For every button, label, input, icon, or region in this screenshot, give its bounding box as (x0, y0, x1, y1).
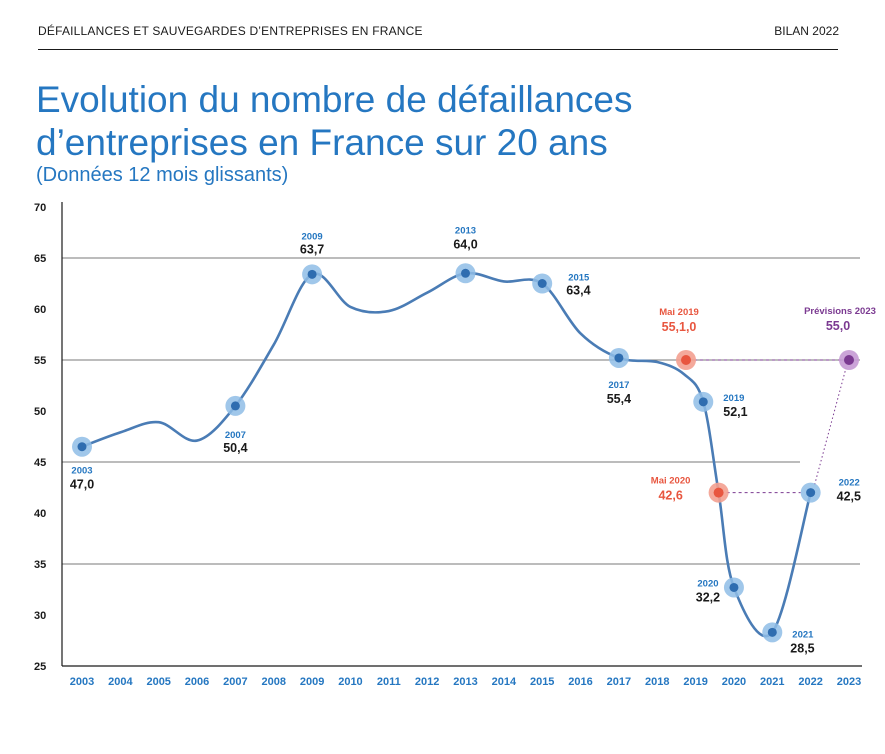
highlight-point (713, 487, 724, 498)
data-year-label: 2013 (455, 225, 476, 236)
x-tick-label: 2017 (607, 676, 631, 688)
y-tick-label: 70 (34, 202, 46, 214)
data-point (461, 268, 470, 278)
x-tick-label: 2013 (453, 676, 477, 688)
forecast-point (844, 355, 854, 365)
data-point (230, 401, 240, 411)
forecast-connector-2022 (814, 367, 847, 485)
data-year-label: 2022 (839, 478, 860, 489)
data-value-label: 55,4 (607, 392, 631, 406)
x-tick-label: 2005 (146, 676, 170, 688)
data-year-label: 2019 (723, 393, 744, 404)
x-tick-label: 2018 (645, 676, 669, 688)
y-tick-label: 35 (34, 559, 46, 571)
forecast-value: 55,0 (826, 319, 850, 333)
highlight-label: Mai 2020 (651, 476, 691, 487)
data-year-label: 2003 (71, 466, 92, 477)
x-tick-label: 2009 (300, 676, 324, 688)
data-value-label: 64,0 (453, 237, 477, 251)
highlight-point (681, 355, 692, 365)
forecast-label: Prévisions 2023 (804, 306, 876, 317)
highlight-label: Mai 2019 (659, 307, 699, 318)
x-tick-label: 2006 (185, 676, 209, 688)
x-tick-label: 2016 (568, 676, 592, 688)
header-section-title: DÉFAILLANCES ET SAUVEGARDES D’ENTREPRISE… (38, 24, 423, 38)
data-point (307, 269, 317, 279)
x-tick-label: 2019 (683, 676, 707, 688)
y-tick-label: 25 (34, 661, 46, 673)
y-tick-label: 55 (34, 355, 46, 367)
chart-subtitle: (Données 12 mois glissants) (36, 164, 289, 186)
x-tick-label: 2010 (338, 676, 362, 688)
data-value-label: 28,5 (790, 641, 814, 655)
highlight-value: 55,1,0 (662, 320, 697, 334)
data-value-label: 63,4 (566, 284, 590, 298)
data-value-label: 52,1 (723, 405, 747, 419)
x-tick-label: 2022 (798, 676, 822, 688)
y-tick-label: 40 (34, 508, 46, 520)
data-value-label: 32,2 (696, 590, 720, 604)
x-tick-label: 2008 (262, 676, 286, 688)
x-tick-label: 2023 (837, 676, 861, 688)
header-divider (38, 49, 838, 50)
data-point (767, 627, 777, 637)
y-tick-label: 30 (34, 610, 46, 622)
data-value-label: 47,0 (70, 478, 94, 492)
data-point (729, 582, 739, 592)
x-tick-label: 2014 (492, 676, 517, 688)
y-tick-label: 65 (34, 253, 46, 265)
y-tick-label: 50 (34, 406, 46, 418)
data-year-label: 2020 (697, 578, 718, 589)
data-year-label: 2015 (568, 273, 590, 284)
y-tick-label: 45 (34, 457, 46, 469)
highlight-value: 42,6 (658, 489, 682, 503)
x-tick-label: 2003 (70, 676, 94, 688)
data-value-label: 42,5 (837, 490, 861, 504)
x-tick-label: 2021 (760, 676, 784, 688)
data-value-label: 50,4 (223, 441, 247, 455)
data-year-label: 2007 (225, 430, 246, 441)
x-tick-label: 2012 (415, 676, 439, 688)
y-tick-label: 60 (34, 304, 46, 316)
data-point (77, 442, 87, 452)
data-value-label: 63,7 (300, 242, 324, 256)
x-tick-label: 2020 (722, 676, 746, 688)
x-tick-label: 2007 (223, 676, 247, 688)
x-tick-label: 2011 (377, 676, 401, 688)
data-year-label: 2017 (608, 380, 629, 391)
x-tick-label: 2015 (530, 676, 554, 688)
data-year-label: 2021 (792, 629, 814, 640)
chart-title: Evolution du nombre de défaillances d’en… (36, 79, 633, 163)
x-tick-label: 2004 (108, 676, 133, 688)
header-report-name: BILAN 2022 (774, 24, 839, 38)
data-point (537, 279, 547, 288)
data-point (614, 353, 624, 363)
data-point (698, 397, 708, 407)
data-year-label: 2009 (302, 231, 323, 242)
data-point (806, 488, 816, 498)
